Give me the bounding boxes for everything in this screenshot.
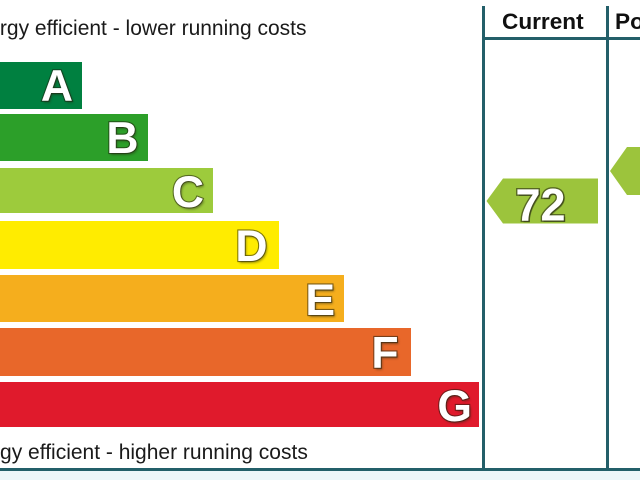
svg-text:72: 72 xyxy=(517,181,567,226)
svg-text:72: 72 xyxy=(515,180,565,227)
